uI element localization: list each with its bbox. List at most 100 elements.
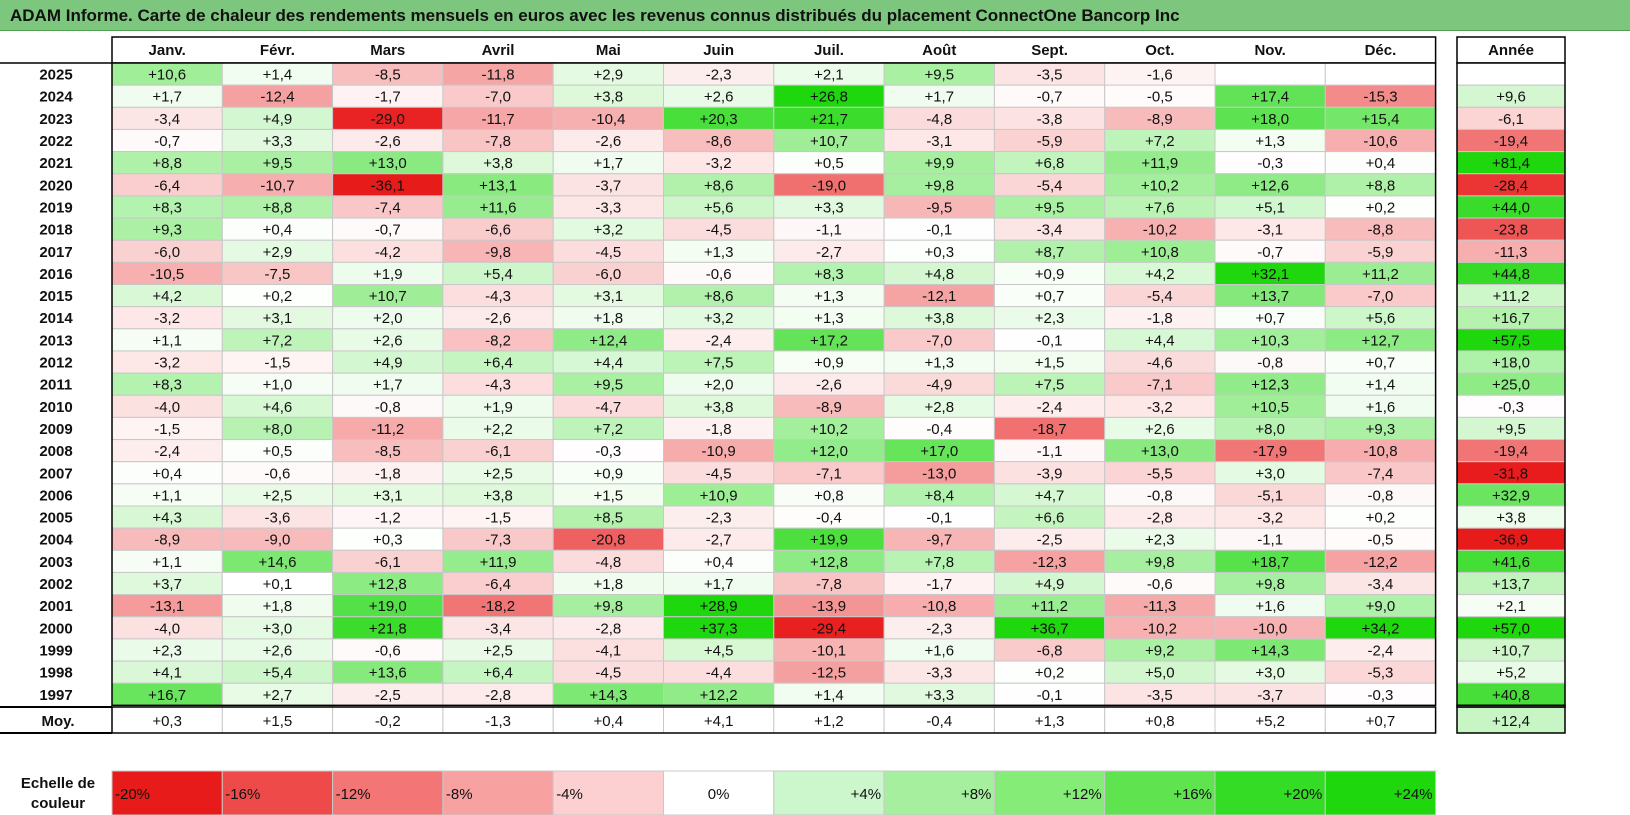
month-header: Déc. [1365, 42, 1397, 59]
annual-value: -19,4 [1494, 443, 1528, 460]
cell-value: -2,4 [154, 443, 180, 460]
average-cell [1104, 706, 1216, 734]
cell-value: -7,1 [816, 465, 842, 482]
cell-value: +1,5 [1035, 355, 1065, 372]
cell-value: -12,4 [260, 89, 294, 106]
cell-value: +0,2 [1035, 665, 1065, 682]
cell-value: +3,3 [814, 199, 844, 216]
cell-value: -0,8 [1147, 487, 1173, 504]
cell-value: +1,1 [152, 487, 182, 504]
cell-value: -3,3 [926, 665, 952, 682]
cell-value: +1,7 [704, 576, 734, 593]
year-label: 2016 [39, 266, 72, 283]
cell-value: +9,2 [1145, 642, 1175, 659]
cell-value: +6,4 [483, 665, 513, 682]
cell-value: +2,0 [704, 377, 734, 394]
cell-value: +10,9 [700, 487, 738, 504]
cell-value: +8,5 [594, 510, 624, 527]
cell-value: -10,6 [1363, 133, 1397, 150]
cell-value: +3,2 [594, 222, 624, 239]
cell-value: +20,3 [700, 111, 738, 128]
cell-value: +8,3 [152, 377, 182, 394]
cell-value: -2,8 [595, 620, 621, 637]
average-value: +1,2 [814, 713, 844, 730]
cell-value: -4,7 [595, 399, 621, 416]
cell-value: +9,3 [152, 222, 182, 239]
scale-swatch [1104, 770, 1216, 815]
cell-value: +0,3 [373, 532, 403, 549]
cell-value: +4,6 [263, 399, 293, 416]
cell-value: +0,8 [814, 487, 844, 504]
cell-value: +10,2 [810, 421, 848, 438]
cell-value: -15,3 [1363, 89, 1397, 106]
cell-value: +9,5 [594, 377, 624, 394]
cell-value: +4,1 [152, 665, 182, 682]
annual-value: -31,8 [1494, 465, 1528, 482]
cell-value: +26,8 [810, 89, 848, 106]
cell-value: -0,3 [595, 443, 621, 460]
cell-value: +10,5 [1251, 399, 1289, 416]
cell-value: +7,6 [1145, 199, 1175, 216]
cell-value: +2,3 [1145, 532, 1175, 549]
annual-value: +57,0 [1492, 620, 1530, 637]
cell-value: -0,1 [1037, 332, 1063, 349]
cell-value: +2,5 [263, 487, 293, 504]
scale-swatch [993, 770, 1106, 815]
annual-value: -6,1 [1498, 111, 1524, 128]
cell-value: +1,4 [263, 67, 293, 84]
cell-value: -1,5 [265, 355, 291, 372]
cell-value: +3,0 [1255, 665, 1285, 682]
annual-value: -11,3 [1494, 244, 1527, 261]
annual-value: +81,4 [1492, 155, 1530, 172]
year-label: 2008 [39, 443, 72, 460]
year-label: 2022 [39, 133, 72, 150]
cell-value: +7,2 [1145, 133, 1175, 150]
cell-value: -18,7 [1032, 421, 1066, 438]
cell-value: -1,5 [485, 510, 511, 527]
scale-label: +4% [851, 786, 881, 803]
cell-value: +10,7 [810, 133, 848, 150]
cell-value: -11,8 [482, 67, 515, 84]
cell-value: +2,3 [1035, 310, 1065, 327]
cell-value: -7,4 [375, 199, 401, 216]
cell-value: +7,8 [924, 554, 954, 571]
cell-value: -0,7 [375, 222, 401, 239]
cell-value: +37,3 [700, 620, 738, 637]
cell-value: +0,4 [704, 554, 734, 571]
cell-value: +10,8 [1141, 244, 1179, 261]
cell-value: +3,0 [263, 620, 293, 637]
cell-value: +7,5 [704, 355, 734, 372]
cell-value: -29,0 [371, 111, 405, 128]
cell-value: +15,4 [1361, 111, 1399, 128]
cell-value: -7,0 [926, 332, 952, 349]
cell-value: +7,5 [1035, 377, 1065, 394]
cell-value: +1,1 [152, 554, 182, 571]
cell-value: +14,3 [1251, 642, 1289, 659]
cell-value: +12,4 [589, 332, 627, 349]
cell-value: +9,8 [594, 598, 624, 615]
cell-value: -5,5 [1147, 465, 1173, 482]
cell-value: -3,2 [1257, 510, 1283, 527]
cell-value: +12,6 [1251, 177, 1289, 194]
cell-value: +1,8 [594, 310, 624, 327]
cell-value: -10,7 [260, 177, 294, 194]
cell-value: -10,0 [1253, 620, 1287, 637]
cell-value: -7,8 [816, 576, 842, 593]
scale-label: -16% [225, 786, 260, 803]
cell-value: -18,2 [481, 598, 515, 615]
cell-value: -1,2 [375, 510, 401, 527]
cell-value: -19,0 [812, 177, 846, 194]
cell-value: +12,8 [810, 554, 848, 571]
annual-gap [1456, 704, 1566, 708]
cell-value: -4,4 [706, 665, 732, 682]
cell-value: +16,7 [148, 687, 186, 704]
cell-value: -0,5 [1368, 532, 1394, 549]
cell-value: +19,0 [369, 598, 407, 615]
scale-label-line-1: Echelle de [21, 775, 95, 792]
cell-value: -10,2 [1143, 222, 1177, 239]
cell-value: -6,1 [375, 554, 401, 571]
cell-value: +3,8 [483, 487, 513, 504]
cell-value: -2,6 [485, 310, 511, 327]
cell-value: -2,3 [706, 67, 732, 84]
year-label: 2017 [39, 244, 72, 261]
